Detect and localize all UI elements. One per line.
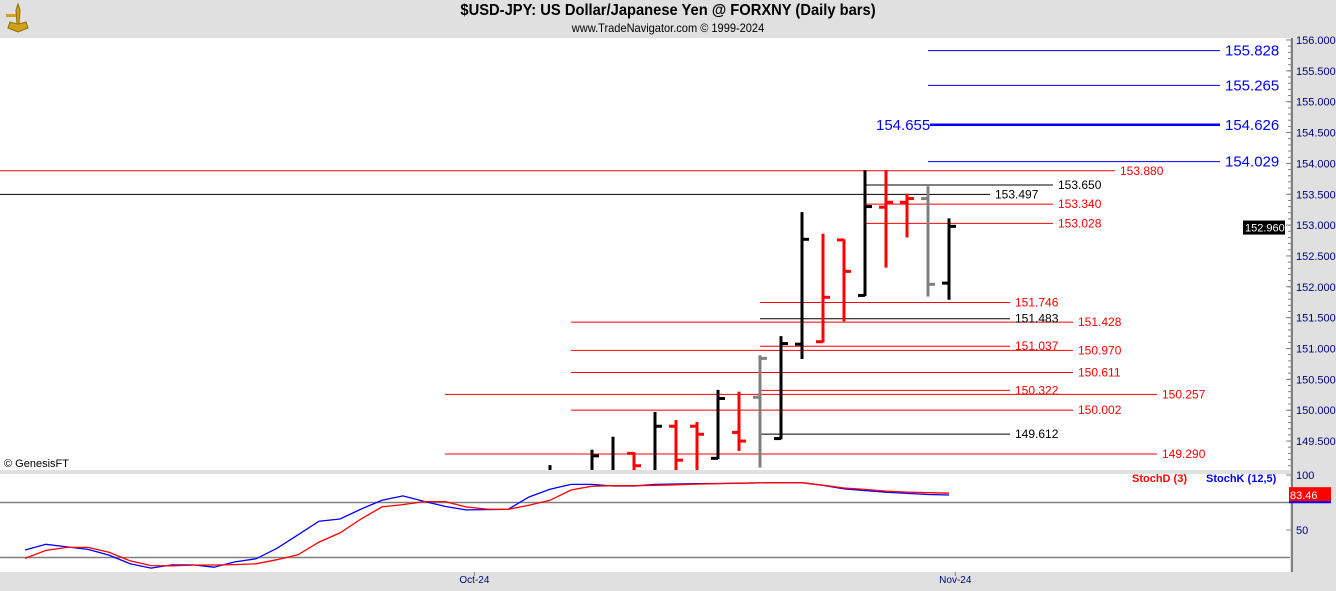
level-label: 153.880 [1120, 164, 1164, 178]
level-label: 151.483 [1015, 312, 1059, 326]
level-label: 153.340 [1058, 197, 1102, 211]
y-tick-label: 156.000 [1296, 35, 1336, 47]
y-tick-label: 152.000 [1296, 282, 1336, 294]
stoch-last-badge [1289, 487, 1331, 503]
level-label: 149.612 [1015, 427, 1059, 441]
stoch-line-d [24, 482, 950, 567]
level-label: 150.002 [1078, 403, 1122, 417]
stochastic-panel[interactable] [0, 474, 1290, 572]
y-tick-label: 155.000 [1296, 97, 1336, 109]
watermark: © GenesisFT [4, 458, 69, 470]
y-tick-label: 150.500 [1296, 374, 1336, 386]
price-panel[interactable] [0, 38, 1290, 470]
level-label: 150.257 [1162, 387, 1206, 401]
level-label: 154.626 [1225, 117, 1279, 134]
level-label: 153.650 [1058, 178, 1102, 192]
level-label: 150.970 [1078, 343, 1122, 357]
legend-stochk: StochK (12,5) [1206, 473, 1277, 485]
level-left-label: 154.655 [876, 117, 930, 134]
level-label: 150.611 [1078, 366, 1121, 380]
y-tick-label: 153.000 [1296, 220, 1336, 232]
level-label: 155.828 [1225, 43, 1279, 60]
chart-subtitle: www.TradeNavigator.com © 1999-2024 [571, 21, 765, 35]
stoch-tick-label: 50 [1296, 525, 1308, 537]
level-label: 151.037 [1015, 339, 1059, 353]
level-label: 151.746 [1015, 295, 1059, 309]
y-tick-label: 151.500 [1296, 313, 1336, 325]
y-tick-label: 151.000 [1296, 344, 1336, 356]
y-tick-label: 150.000 [1296, 405, 1336, 417]
chart-title: $USD-JPY: US Dollar/Japanese Yen @ FORXN… [460, 2, 876, 19]
level-label: 153.028 [1058, 216, 1102, 230]
last-price-label: 152.960 [1245, 223, 1285, 235]
level-label: 154.029 [1225, 154, 1279, 171]
level-label: 149.290 [1162, 447, 1206, 461]
level-label: 153.497 [995, 187, 1039, 201]
level-label: 150.322 [1015, 383, 1059, 397]
level-label: 155.265 [1225, 77, 1279, 94]
y-tick-label: 154.500 [1296, 128, 1336, 140]
x-tick-label: Nov-24 [939, 575, 972, 586]
y-tick-label: 152.500 [1296, 251, 1336, 263]
stoch-last-label: 83.46 [1290, 490, 1318, 502]
y-tick-label: 149.500 [1296, 436, 1336, 448]
x-tick-label: Oct-24 [459, 575, 489, 586]
trade-navigator-logo [6, 2, 29, 33]
last-price-badge [1243, 220, 1285, 235]
stoch-tick-label: 100 [1296, 470, 1314, 482]
y-tick-label: 153.500 [1296, 189, 1336, 201]
y-tick-label: 155.500 [1296, 66, 1336, 78]
legend-stochd: StochD (3) [1132, 473, 1187, 485]
y-tick-label: 154.000 [1296, 158, 1336, 170]
level-label: 151.428 [1078, 315, 1122, 329]
